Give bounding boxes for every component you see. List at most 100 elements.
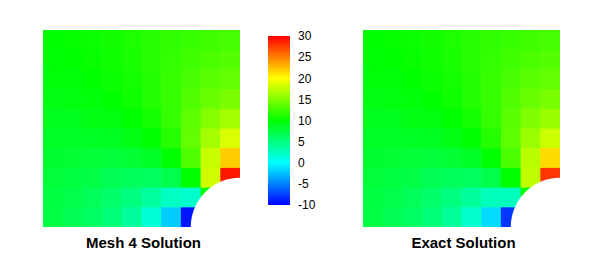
cell [383, 50, 403, 70]
cell [43, 207, 63, 227]
cell [383, 148, 403, 168]
cell [422, 188, 442, 208]
cell [501, 30, 521, 50]
cell [402, 69, 422, 89]
cell [102, 50, 122, 70]
cell [142, 69, 162, 89]
cell [383, 168, 403, 188]
colorbar-tick-label: 0 [298, 156, 305, 170]
cell [201, 109, 221, 129]
cell [142, 50, 162, 70]
cell [220, 50, 240, 70]
cell [122, 148, 142, 168]
cell [122, 207, 142, 227]
cell [181, 168, 201, 188]
background [0, 0, 600, 259]
cell [63, 50, 83, 70]
cell [501, 50, 521, 70]
chart: Mesh 4 SolutionExact Solution-10-5051015… [0, 0, 600, 259]
colorbar-tick: -10 [292, 198, 316, 212]
cell [363, 109, 383, 129]
cell [82, 148, 102, 168]
cell [102, 129, 122, 149]
cell [422, 207, 442, 227]
cell [363, 207, 383, 227]
cell [122, 188, 142, 208]
colorbar-tick-label: 5 [298, 135, 305, 149]
cell [363, 69, 383, 89]
cell [63, 129, 83, 149]
cell [201, 129, 221, 149]
hole [511, 178, 560, 227]
cell [142, 129, 162, 149]
cell [481, 148, 501, 168]
cell [540, 129, 560, 149]
cell [521, 30, 541, 50]
cell [102, 168, 122, 188]
cell [481, 168, 501, 188]
colorbar-tick-label: 30 [298, 29, 312, 43]
cell [43, 50, 63, 70]
contour-panel [363, 30, 560, 227]
cell [422, 109, 442, 129]
cell [82, 188, 102, 208]
cell [102, 30, 122, 50]
cell [383, 188, 403, 208]
cell [181, 50, 201, 70]
cell [481, 30, 501, 50]
cell [481, 89, 501, 109]
cell [201, 89, 221, 109]
colorbar-tick-label: 15 [298, 93, 312, 107]
cell [481, 50, 501, 70]
cell [63, 148, 83, 168]
cell [521, 109, 541, 129]
cell [540, 30, 560, 50]
cell [540, 89, 560, 109]
cell [82, 129, 102, 149]
cell [383, 129, 403, 149]
cell [501, 168, 521, 188]
colorbar-tick: 0 [292, 156, 305, 170]
cell [442, 50, 462, 70]
cell [43, 109, 63, 129]
cell [161, 50, 181, 70]
cell [383, 89, 403, 109]
cell [363, 30, 383, 50]
cell [181, 109, 201, 129]
colorbar-tick-label: 10 [298, 114, 312, 128]
cell [402, 207, 422, 227]
cell [220, 148, 240, 168]
cell [383, 69, 403, 89]
contour-panel [43, 30, 240, 227]
cell [220, 89, 240, 109]
cell [402, 109, 422, 129]
colorbar-tick-label: -10 [298, 198, 316, 212]
cell [540, 109, 560, 129]
cell [161, 207, 181, 227]
cell [422, 30, 442, 50]
cell [402, 129, 422, 149]
cell [442, 188, 462, 208]
cell [102, 109, 122, 129]
cell [402, 89, 422, 109]
cell [181, 89, 201, 109]
cell [521, 89, 541, 109]
cell [43, 148, 63, 168]
cell [363, 168, 383, 188]
cell [442, 30, 462, 50]
cell [422, 129, 442, 149]
cell [540, 148, 560, 168]
cell [102, 69, 122, 89]
colorbar-tick-label: 25 [298, 50, 312, 64]
cell [43, 30, 63, 50]
cell [43, 69, 63, 89]
cell [442, 69, 462, 89]
cell [462, 207, 482, 227]
cell [161, 109, 181, 129]
colorbar-tick: 20 [292, 72, 312, 86]
colorbar-axis-line [292, 37, 293, 206]
cell [220, 129, 240, 149]
colorbar-tick: 15 [292, 93, 312, 107]
cell [442, 109, 462, 129]
cell [122, 89, 142, 109]
